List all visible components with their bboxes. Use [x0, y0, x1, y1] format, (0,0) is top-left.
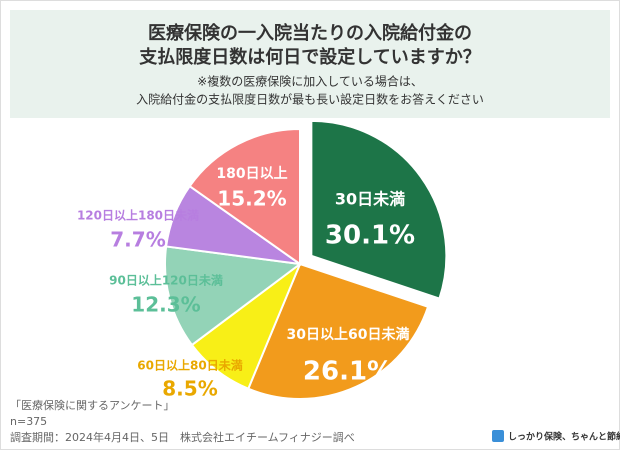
note: ※複数の医療保険に加入している場合は、 [197, 74, 423, 89]
pie: 30日未満 30.1% 30日以上60日未満 26.1% 60日以上80日未満 8.5% 9… [77, 119, 448, 401]
slice-label: 60日以上80日未満 [137, 358, 242, 373]
value-label: 12.3% [131, 293, 200, 317]
value-label: 15.2% [217, 187, 286, 211]
note: 入院給付金の支払限度日数が最も長い設定日数をお答えください [136, 92, 484, 107]
slice-label: 120日以上180日未満 [77, 208, 199, 223]
source: 「医療保険に関するアンケート」 [10, 398, 175, 412]
slice-label: 90日以上120日未満 [109, 273, 223, 288]
pie-slice [164, 245, 303, 347]
value-label: 7.7% [110, 228, 165, 252]
sample: n=375 [10, 415, 47, 428]
value-label: 26.1% [303, 357, 393, 387]
title: 支払限度日数は何日で設定していますか？ [138, 46, 480, 68]
pie-slice [188, 127, 301, 266]
period: 調査期間：2024年4月4日、5日 株式会社エイチームフィナジー調べ [10, 430, 355, 444]
title: 医療保険の一入院当たりの入院給付金の [148, 22, 472, 44]
pie-slice [310, 119, 448, 300]
value-label: 30.1% [325, 221, 415, 251]
logo: しっかり保険、ちゃんと節約。 [508, 431, 620, 443]
slice-label: 30日以上60日未満 [287, 326, 410, 343]
slice-label: 30日未満 [335, 190, 405, 209]
slice-label: 180日以上 [216, 166, 287, 182]
value-label: 8.5% [162, 377, 217, 401]
pie-slice [246, 262, 430, 400]
logo-icon [492, 430, 504, 442]
header-box [10, 10, 610, 118]
